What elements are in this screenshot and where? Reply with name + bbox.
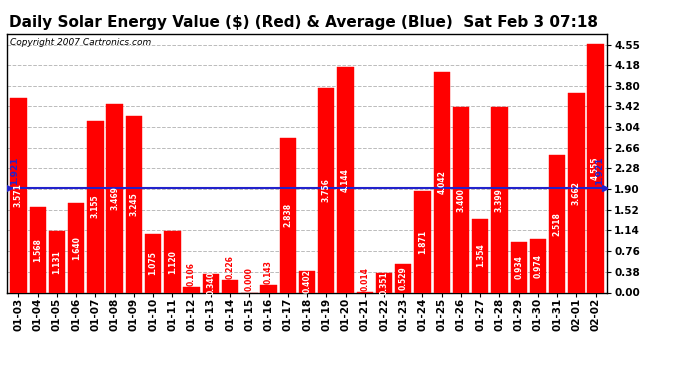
- Text: 1.354: 1.354: [475, 244, 484, 267]
- Bar: [145, 234, 161, 292]
- Text: 0.226: 0.226: [226, 255, 235, 279]
- Bar: [203, 274, 219, 292]
- Bar: [587, 44, 604, 292]
- Bar: [414, 190, 431, 292]
- Text: 0.000: 0.000: [245, 267, 254, 291]
- Text: 1.568: 1.568: [33, 238, 42, 262]
- Text: 3.571: 3.571: [14, 183, 23, 207]
- Bar: [164, 231, 181, 292]
- Text: 0.106: 0.106: [187, 262, 196, 286]
- Bar: [87, 121, 104, 292]
- Text: Copyright 2007 Cartronics.com: Copyright 2007 Cartronics.com: [10, 38, 151, 46]
- Text: 3.400: 3.400: [457, 188, 466, 212]
- Text: 1.120: 1.120: [168, 250, 177, 274]
- Text: 0.529: 0.529: [399, 266, 408, 290]
- Bar: [318, 88, 335, 292]
- Bar: [279, 138, 296, 292]
- Bar: [569, 93, 584, 292]
- Text: 1.131: 1.131: [52, 250, 61, 274]
- Text: 4.144: 4.144: [341, 168, 350, 192]
- Text: 1.075: 1.075: [148, 251, 157, 275]
- Text: 4.555: 4.555: [591, 157, 600, 180]
- Bar: [395, 264, 411, 292]
- Text: 3.662: 3.662: [572, 181, 581, 205]
- Text: 1.640: 1.640: [72, 236, 81, 260]
- Text: 2.518: 2.518: [553, 212, 562, 236]
- Bar: [453, 107, 469, 292]
- Text: 3.155: 3.155: [91, 195, 100, 218]
- Bar: [433, 72, 450, 292]
- Bar: [491, 107, 508, 292]
- Bar: [68, 203, 84, 292]
- Text: 1.921: 1.921: [595, 157, 604, 185]
- Text: 0.934: 0.934: [514, 255, 523, 279]
- Bar: [337, 67, 354, 292]
- Text: 0.014: 0.014: [360, 267, 369, 291]
- Bar: [49, 231, 65, 292]
- Text: 0.143: 0.143: [264, 260, 273, 284]
- Bar: [126, 116, 142, 292]
- Text: 3.756: 3.756: [322, 178, 331, 202]
- Text: Daily Solar Energy Value ($) (Red) & Average (Blue)  Sat Feb 3 07:18: Daily Solar Energy Value ($) (Red) & Ave…: [9, 15, 598, 30]
- Bar: [299, 271, 315, 292]
- Text: 0.974: 0.974: [533, 254, 542, 278]
- Bar: [30, 207, 46, 292]
- Text: 3.399: 3.399: [495, 188, 504, 212]
- Text: 2.838: 2.838: [284, 203, 293, 227]
- Text: 3.245: 3.245: [130, 192, 139, 216]
- Bar: [472, 219, 489, 292]
- Text: 4.042: 4.042: [437, 171, 446, 194]
- Text: 1.921: 1.921: [10, 157, 19, 185]
- Text: 0.351: 0.351: [380, 271, 388, 295]
- Bar: [106, 104, 123, 292]
- Bar: [376, 273, 392, 292]
- Text: 0.340: 0.340: [206, 271, 215, 295]
- Bar: [10, 98, 27, 292]
- Text: 3.469: 3.469: [110, 186, 119, 210]
- Bar: [549, 155, 565, 292]
- Bar: [511, 242, 527, 292]
- Bar: [260, 285, 277, 292]
- Bar: [184, 287, 200, 292]
- Bar: [530, 240, 546, 292]
- Bar: [222, 280, 238, 292]
- Text: 0.402: 0.402: [302, 270, 312, 294]
- Text: 1.871: 1.871: [418, 230, 427, 254]
